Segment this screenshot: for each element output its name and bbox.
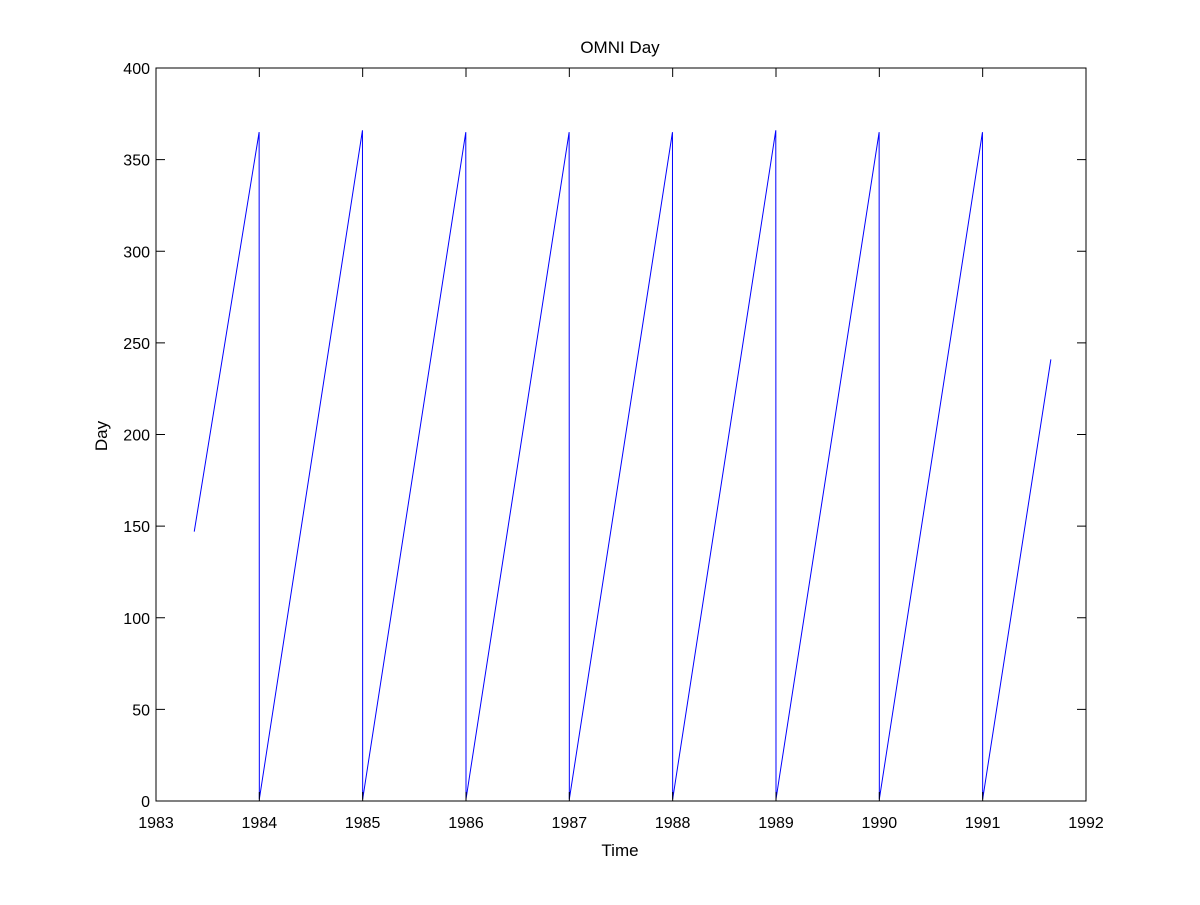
y-axis: 0 50 100 150 200 250 300 350 400: [123, 61, 1086, 811]
y-tick-label: 250: [123, 336, 150, 353]
x-tick-label: 1983: [138, 815, 174, 832]
y-tick-label: 350: [123, 153, 150, 170]
y-tick-label: 400: [123, 61, 150, 78]
x-tick-label: 1988: [655, 815, 691, 832]
x-tick-label: 1990: [862, 815, 898, 832]
x-tick-label: 1986: [448, 815, 484, 832]
y-tick-label: 300: [123, 244, 150, 261]
x-tick-label: 1991: [965, 815, 1001, 832]
x-tick-label: 1992: [1068, 815, 1104, 832]
x-axis: 1983 1984 1985 1986 1987 1988 1989 1990 1991 1992: [138, 68, 1104, 832]
y-tick-label: 150: [123, 519, 150, 536]
plot-frame: [155, 67, 1087, 802]
x-tick-label: 1984: [242, 815, 278, 832]
plot-area: [155, 67, 1087, 802]
y-tick-label: 0: [141, 794, 150, 811]
x-tick-label: 1985: [345, 815, 381, 832]
x-axis-label: Time: [601, 841, 638, 860]
y-tick-label: 50: [132, 702, 150, 719]
x-tick-label: 1989: [758, 815, 794, 832]
x-tick-label: 1987: [552, 815, 588, 832]
y-tick-label: 200: [123, 428, 150, 445]
series-line: [193, 130, 1052, 800]
y-axis-label: Day: [92, 420, 111, 451]
y-tick-label: 100: [123, 611, 150, 628]
chart-title: OMNI Day: [580, 38, 660, 57]
